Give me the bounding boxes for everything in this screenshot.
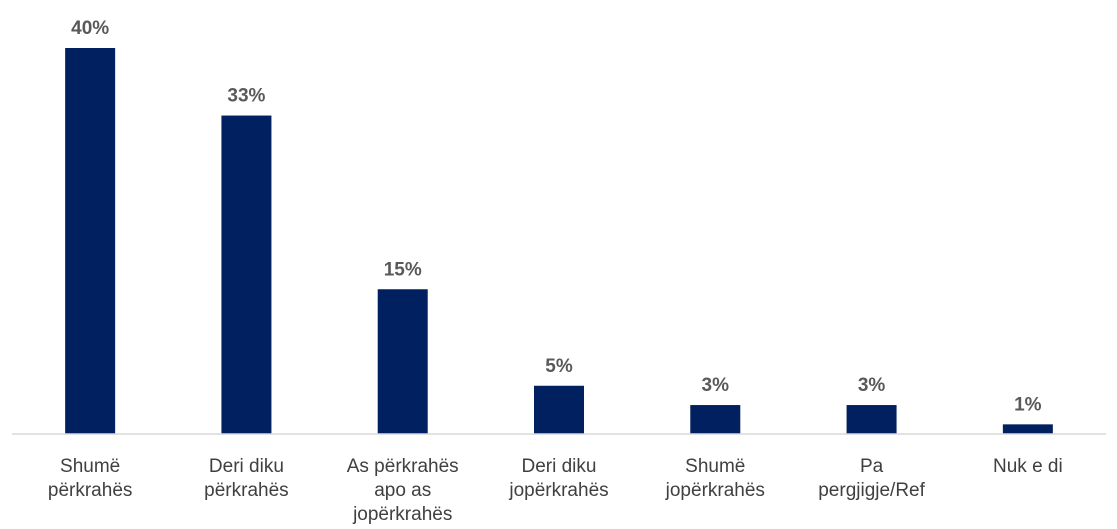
bar-2 [377, 289, 428, 434]
bar-1 [221, 115, 272, 435]
category-label-line: Deri diku [209, 456, 284, 477]
value-label-1: 33% [227, 86, 265, 107]
category-labels-group: Shumë përkrahës Deri diku përkrahës As përkr… [48, 456, 1063, 525]
bar-0 [65, 48, 116, 434]
category-label-line: përkrahës [204, 480, 289, 501]
bar-4 [690, 405, 741, 434]
category-label-line: Shumë [685, 456, 745, 477]
value-label-6: 1% [1014, 394, 1042, 415]
category-label-line: Deri diku [522, 456, 597, 477]
value-label-4: 3% [702, 375, 730, 396]
category-label-line: As përkrahës [347, 456, 459, 477]
category-label-line: Shumë [60, 456, 120, 477]
category-label-1: Deri diku përkrahës [204, 456, 289, 501]
category-label-line: Pa [860, 456, 884, 477]
category-label-4: Shumë jopërkrahës [665, 456, 765, 501]
category-label-0: Shumë përkrahës [48, 456, 133, 501]
bar-5 [846, 405, 897, 434]
value-label-5: 3% [858, 375, 886, 396]
category-label-line: pergjigje/Ref [818, 480, 925, 501]
category-label-2: As përkrahës apo as jopërkrahës [347, 456, 459, 525]
value-labels-group: 40% 33% 15% 5% 3% 3% 1% [71, 18, 1042, 415]
value-label-3: 5% [545, 356, 573, 377]
category-label-3: Deri diku jopërkrahës [508, 456, 608, 501]
bar-6 [1002, 424, 1053, 434]
category-label-line: përkrahës [48, 480, 133, 501]
category-label-line: jopërkrahës [508, 480, 608, 501]
category-label-line: jopërkrahës [352, 504, 452, 525]
bars-group [65, 48, 1053, 435]
value-label-0: 40% [71, 18, 109, 39]
category-label-6: Nuk e di [993, 456, 1063, 477]
category-label-line: Nuk e di [993, 456, 1063, 477]
category-label-line: jopërkrahës [665, 480, 765, 501]
category-label-5: Pa pergjigje/Ref [818, 456, 925, 501]
bar-3 [534, 385, 584, 434]
category-label-line: apo as [374, 480, 431, 501]
value-label-2: 15% [384, 259, 422, 280]
